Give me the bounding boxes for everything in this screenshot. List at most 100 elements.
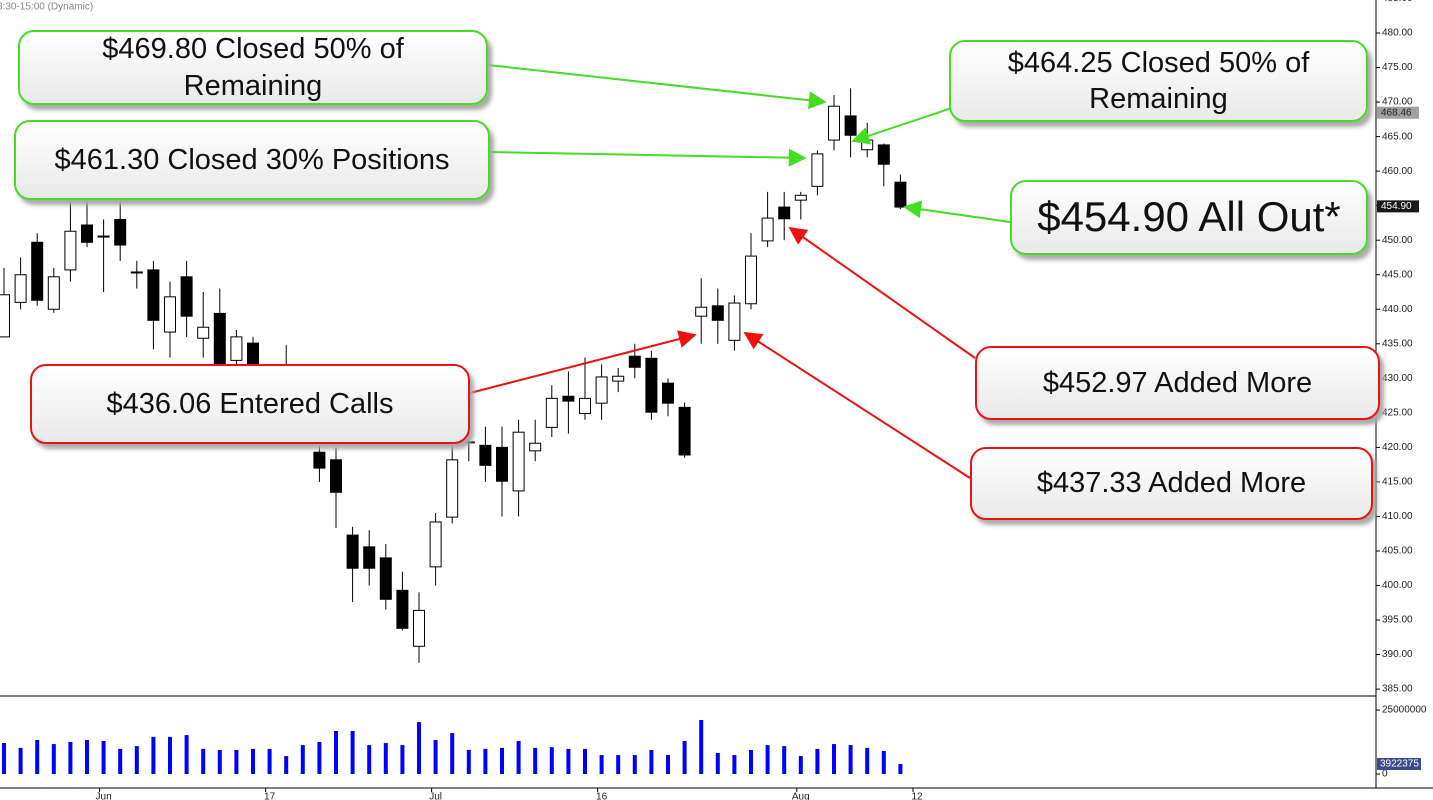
volume-bar <box>682 740 687 774</box>
x-tick-label: Jul <box>429 792 442 800</box>
candle-body <box>562 395 575 402</box>
y-tick-label: 465.00 <box>1382 131 1413 142</box>
annotation-arrow <box>469 330 697 394</box>
volume-bar <box>632 755 637 774</box>
volume-bar <box>300 745 305 774</box>
candle-body <box>47 276 60 310</box>
x-tick-label: 16 <box>596 792 608 800</box>
volume-bar <box>134 746 139 774</box>
volume-bar <box>848 745 853 774</box>
annotation-arrow <box>743 332 971 479</box>
x-tick-label: Jun <box>96 792 112 800</box>
volume-bar <box>549 747 554 774</box>
volume-bar <box>85 739 89 774</box>
y-tick-label: 405.00 <box>1382 546 1413 557</box>
volume-tick-label: 0 <box>1382 769 1388 780</box>
volume-bar <box>699 720 704 774</box>
volume-bar <box>383 743 388 774</box>
y-tick-label: 425.00 <box>1382 407 1413 418</box>
candle-body <box>761 217 774 242</box>
volume-bar <box>267 748 272 774</box>
candle-body <box>695 306 708 317</box>
annotation-box: $437.33 Added More <box>970 447 1373 520</box>
volume-bar <box>749 749 753 774</box>
y-tick-label: 485.00 <box>1382 0 1413 4</box>
candle-body <box>545 397 558 428</box>
candle-body <box>0 294 10 338</box>
volume-bar <box>2 743 6 774</box>
candle-body <box>180 276 193 317</box>
candle-body <box>64 230 77 271</box>
candle-body <box>346 534 359 569</box>
candle-body <box>894 181 907 208</box>
candle-body <box>14 274 27 303</box>
y-tick-label: 440.00 <box>1382 304 1413 315</box>
y-tick-label: 480.00 <box>1382 28 1413 39</box>
volume-bar <box>18 747 23 774</box>
candle-body <box>711 305 724 321</box>
y-tick-label: 410.00 <box>1382 511 1413 522</box>
candle-body <box>363 546 376 569</box>
candle-body <box>844 115 857 136</box>
candle-body <box>31 241 44 301</box>
volume-bar <box>815 748 820 774</box>
price-label: 468.46 <box>1381 107 1412 118</box>
annotation-box: $469.80 Closed 50% of Remaining <box>18 30 488 105</box>
volume-bar <box>350 731 355 774</box>
volume-bar <box>417 722 421 774</box>
volume-bar <box>500 747 504 774</box>
x-tick-label: 12 <box>911 792 923 800</box>
volume-bar <box>367 745 372 774</box>
candle-body <box>114 218 127 246</box>
y-tick-label: 415.00 <box>1382 477 1413 488</box>
candle-body <box>662 382 674 404</box>
candle-body <box>330 459 342 493</box>
volume-bar <box>616 755 621 774</box>
candle-body <box>794 194 807 201</box>
candle-body <box>595 376 608 404</box>
y-tick-label: 400.00 <box>1382 580 1413 591</box>
candle-body <box>97 235 110 238</box>
volume-bar <box>832 744 836 774</box>
candle-body <box>413 609 425 647</box>
x-tick-label: 17 <box>264 792 276 800</box>
candle-body <box>429 521 442 568</box>
price-label-box <box>1377 200 1419 213</box>
volume-bar <box>865 747 870 774</box>
annotation-arrow <box>903 200 1011 223</box>
candle-body <box>164 296 176 333</box>
y-tick-label: 420.00 <box>1382 442 1413 453</box>
volume-bar <box>715 753 720 774</box>
candle-body <box>379 557 392 600</box>
annotation-box: $436.06 Entered Calls <box>30 364 470 444</box>
volume-bar <box>400 745 405 774</box>
candle-body <box>728 302 741 341</box>
volume-bar <box>234 749 239 774</box>
volume-bar <box>782 746 787 774</box>
candle-body <box>313 451 326 469</box>
volume-bar <box>184 735 189 774</box>
y-tick-label: 385.00 <box>1382 684 1413 695</box>
candle-body <box>745 255 757 305</box>
candle-body <box>462 441 475 444</box>
annotation-arrow <box>788 226 976 359</box>
candle-body <box>197 326 210 339</box>
candle-body <box>446 459 459 518</box>
volume-bar <box>251 748 255 774</box>
volume-bar <box>35 739 40 774</box>
volume-bar <box>168 736 172 774</box>
candle-body <box>512 431 525 492</box>
volume-bar <box>433 739 438 774</box>
volume-bar <box>334 731 338 774</box>
axis-panel <box>1376 0 1433 800</box>
volume-bar <box>51 744 56 774</box>
volume-bar <box>533 747 538 774</box>
candle-body <box>496 446 508 482</box>
candle-body <box>612 375 625 382</box>
volume-bar <box>765 745 770 774</box>
annotation-box: $454.90 All Out* <box>1010 180 1368 255</box>
candle-body <box>213 312 226 368</box>
volume-bar <box>201 748 206 774</box>
